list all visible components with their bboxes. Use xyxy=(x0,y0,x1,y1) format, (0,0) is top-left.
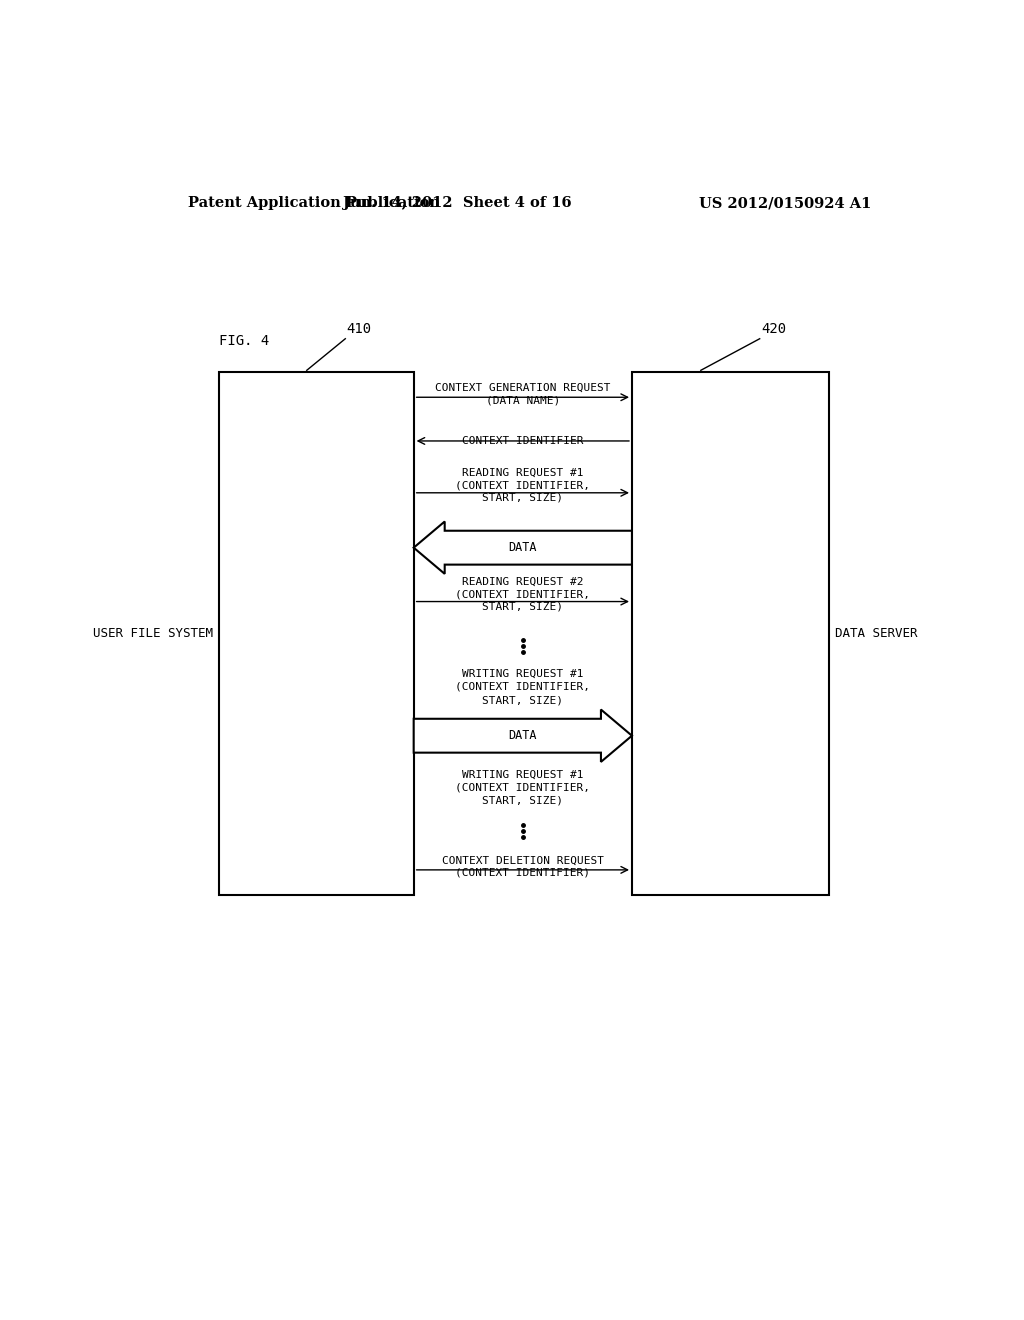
Text: US 2012/0150924 A1: US 2012/0150924 A1 xyxy=(699,197,871,210)
Text: Jun. 14, 2012  Sheet 4 of 16: Jun. 14, 2012 Sheet 4 of 16 xyxy=(343,197,571,210)
Text: DATA: DATA xyxy=(509,729,537,742)
Polygon shape xyxy=(414,521,632,574)
Text: READING REQUEST #1
(CONTEXT IDENTIFIER,
START, SIZE): READING REQUEST #1 (CONTEXT IDENTIFIER, … xyxy=(456,469,590,503)
Polygon shape xyxy=(414,710,632,762)
Bar xyxy=(219,372,414,895)
Text: DATA: DATA xyxy=(509,541,537,554)
Text: CONTEXT DELETION REQUEST
(CONTEXT IDENTIFIER): CONTEXT DELETION REQUEST (CONTEXT IDENTI… xyxy=(441,855,604,878)
Text: DATA SERVER: DATA SERVER xyxy=(835,627,918,640)
Text: CONTEXT GENERATION REQUEST
(DATA NAME): CONTEXT GENERATION REQUEST (DATA NAME) xyxy=(435,383,610,405)
Text: WRITING REQUEST #1
(CONTEXT IDENTIFIER,
START, SIZE): WRITING REQUEST #1 (CONTEXT IDENTIFIER, … xyxy=(456,770,590,805)
Bar xyxy=(632,372,828,895)
Text: USER FILE SYSTEM: USER FILE SYSTEM xyxy=(93,627,213,640)
Text: Patent Application Publication: Patent Application Publication xyxy=(187,197,439,210)
Text: 420: 420 xyxy=(761,322,786,337)
Text: 410: 410 xyxy=(347,322,372,337)
Text: READING REQUEST #2
(CONTEXT IDENTIFIER,
START, SIZE): READING REQUEST #2 (CONTEXT IDENTIFIER, … xyxy=(456,577,590,611)
Text: CONTEXT IDENTIFIER: CONTEXT IDENTIFIER xyxy=(462,437,584,446)
Text: WRITING REQUEST #1
(CONTEXT IDENTIFIER,
START, SIZE): WRITING REQUEST #1 (CONTEXT IDENTIFIER, … xyxy=(456,669,590,705)
Text: FIG. 4: FIG. 4 xyxy=(219,334,269,348)
